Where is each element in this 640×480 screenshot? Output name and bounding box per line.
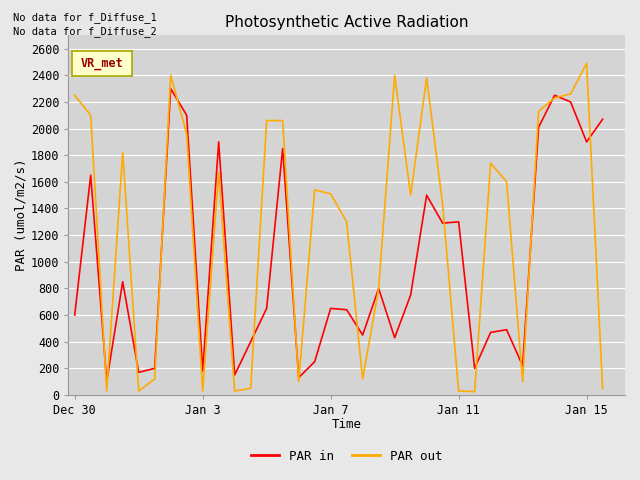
Legend: PAR in, PAR out: PAR in, PAR out bbox=[246, 445, 447, 468]
X-axis label: Time: Time bbox=[332, 419, 362, 432]
Title: Photosynthetic Active Radiation: Photosynthetic Active Radiation bbox=[225, 15, 468, 30]
Text: VR_met: VR_met bbox=[81, 57, 124, 70]
Y-axis label: PAR (umol/m2/s): PAR (umol/m2/s) bbox=[15, 159, 28, 271]
Text: No data for f_Diffuse_1: No data for f_Diffuse_1 bbox=[13, 12, 157, 23]
Text: No data for f_Diffuse_2: No data for f_Diffuse_2 bbox=[13, 26, 157, 37]
